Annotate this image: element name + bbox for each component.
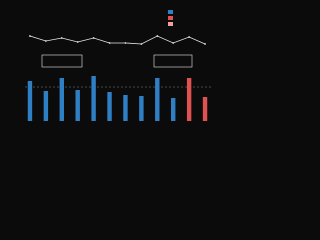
line-point xyxy=(156,35,159,37)
chart xyxy=(0,0,230,133)
line xyxy=(29,35,206,45)
annotation-box xyxy=(153,54,193,68)
line-point xyxy=(204,43,206,45)
line-point xyxy=(92,37,95,39)
line-point xyxy=(188,36,191,38)
bar xyxy=(123,95,128,121)
annotation-box xyxy=(41,54,83,68)
line-point xyxy=(108,42,111,44)
line-point xyxy=(140,43,143,45)
bar xyxy=(186,78,192,121)
background xyxy=(0,0,230,133)
legend-swatch xyxy=(168,22,173,26)
line-point xyxy=(172,42,175,44)
bar xyxy=(91,76,96,121)
line-point xyxy=(44,40,47,42)
bar xyxy=(107,92,112,121)
legend-swatch xyxy=(168,10,173,14)
bar xyxy=(59,78,64,121)
line-point xyxy=(76,41,79,43)
bar xyxy=(27,81,33,121)
line-point xyxy=(124,42,127,44)
line-point xyxy=(60,37,63,39)
bar xyxy=(171,98,176,121)
bar xyxy=(43,91,49,121)
bar xyxy=(75,90,80,121)
legend-swatch xyxy=(168,16,173,20)
bar xyxy=(139,96,144,121)
bar xyxy=(202,97,208,121)
line-point xyxy=(29,35,31,37)
bar xyxy=(155,78,160,121)
